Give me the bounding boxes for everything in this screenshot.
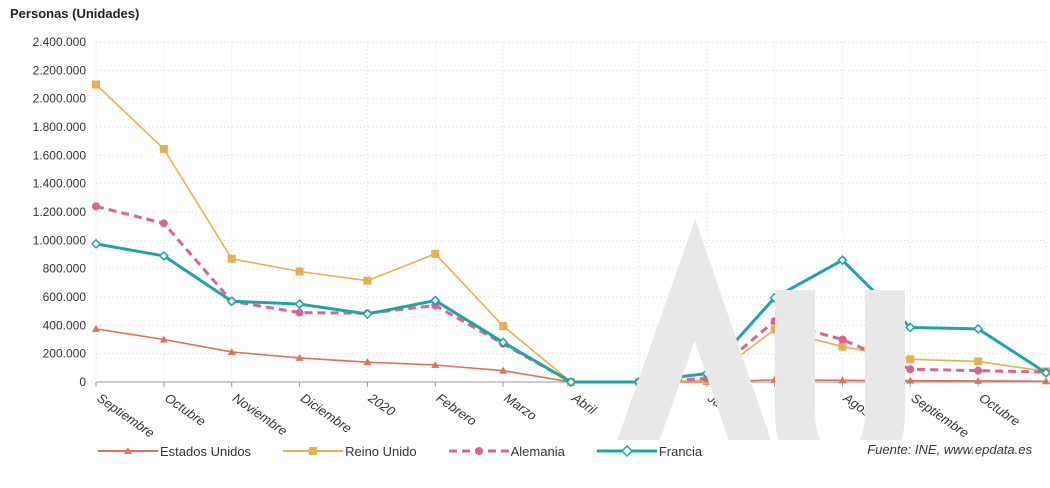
y-tick-label: 2.400.000 xyxy=(33,35,87,49)
y-tick-label: 1.800.000 xyxy=(33,120,87,134)
point-estados-unidos xyxy=(499,366,508,374)
legend-item-estados-unidos: Estados Unidos xyxy=(98,444,251,459)
point-reino-unido xyxy=(838,342,847,351)
point-estados-unidos xyxy=(295,353,304,361)
point-estados-unidos xyxy=(159,335,168,343)
point-alemania xyxy=(159,219,168,228)
legend-item-francia: Francia xyxy=(596,443,703,459)
chart-legend: Estados Unidos Reino Unido Alemania Fran… xyxy=(98,440,1038,462)
y-tick-label: 600.000 xyxy=(43,290,87,304)
point-reino-unido xyxy=(159,144,168,153)
legend-item-alemania: Alemania xyxy=(448,443,565,459)
legend-swatch-francia xyxy=(596,444,657,458)
x-tick-label: Abril xyxy=(568,390,600,418)
y-tick-label: 800.000 xyxy=(43,262,87,276)
point-reino-unido xyxy=(227,254,236,263)
point-estados-unidos xyxy=(838,376,847,384)
point-estados-unidos xyxy=(92,324,100,332)
y-tick-label: 1.200.000 xyxy=(33,205,87,219)
point-francia xyxy=(837,255,848,266)
point-reino-unido xyxy=(499,322,508,331)
point-francia xyxy=(905,322,916,333)
x-tick-label: Octubre xyxy=(162,390,208,429)
point-francia xyxy=(294,299,305,310)
point-reino-unido xyxy=(906,355,915,364)
y-tick-label: 1.600.000 xyxy=(33,148,87,162)
legend-label-francia: Francia xyxy=(658,443,703,459)
x-tick-label: Septiembre xyxy=(909,390,972,440)
legend-label-estados-unidos: Estados Unidos xyxy=(160,443,252,459)
y-tick-label: 0 xyxy=(79,375,86,389)
x-tick-label: Septiembre xyxy=(94,390,157,440)
point-estados-unidos xyxy=(227,347,236,355)
point-francia xyxy=(973,323,984,334)
y-tick-label: 1.000.000 xyxy=(33,233,87,247)
y-tick-label: 1.400.000 xyxy=(33,177,87,191)
point-reino-unido xyxy=(974,357,983,366)
source-note: Fuente: INE, www.epdata.es xyxy=(867,442,1032,457)
point-estados-unidos xyxy=(363,358,372,366)
line-chart: 0 200.000 400.000 600.000 800.000 1.000.000 1.… xyxy=(33,35,1050,440)
point-francia xyxy=(158,250,169,261)
x-tick-label: Octubre xyxy=(976,390,1022,429)
legend-swatch-alemania xyxy=(448,447,509,455)
point-estados-unidos xyxy=(974,376,983,384)
y-tick-label: 2.000.000 xyxy=(33,92,87,106)
y-tick-label: 200.000 xyxy=(43,347,87,361)
y-tick-label: 2.200.000 xyxy=(33,63,87,77)
point-francia xyxy=(90,238,102,249)
y-tick-label: 400.000 xyxy=(43,318,87,332)
watermark xyxy=(617,219,905,440)
point-francia xyxy=(226,296,237,307)
legend-label-alemania: Alemania xyxy=(510,443,565,459)
y-axis-title: Personas (Unidades) xyxy=(10,6,140,21)
point-reino-unido xyxy=(363,276,372,285)
legend-item-reino-unido: Reino Unido xyxy=(283,444,417,459)
x-tick-label: Diciembre xyxy=(298,390,355,436)
point-estados-unidos xyxy=(431,361,440,368)
point-francia xyxy=(430,295,441,306)
point-reino-unido xyxy=(431,249,440,258)
point-reino-unido xyxy=(770,325,779,334)
legend-label-reino-unido: Reino Unido xyxy=(345,443,417,459)
legend-swatch-reino-unido xyxy=(283,447,344,455)
point-alemania xyxy=(906,365,915,374)
point-francia xyxy=(362,308,373,320)
point-alemania xyxy=(974,366,983,375)
x-tick-label: Febrero xyxy=(434,390,480,428)
point-francia xyxy=(565,376,577,388)
x-tick-label: Marzo xyxy=(501,390,539,423)
point-alemania xyxy=(295,308,304,317)
point-francia xyxy=(498,337,509,348)
point-alemania xyxy=(838,335,847,344)
x-tick-label: 2020 xyxy=(365,390,399,420)
point-reino-unido xyxy=(92,80,100,89)
point-reino-unido xyxy=(295,267,304,276)
point-estados-unidos xyxy=(906,376,915,384)
x-tick-label: Noviembre xyxy=(230,390,290,438)
point-francia xyxy=(1040,367,1050,378)
point-alemania xyxy=(92,202,100,211)
point-estados-unidos xyxy=(1042,377,1050,385)
legend-swatch-estados-unidos xyxy=(98,447,158,454)
